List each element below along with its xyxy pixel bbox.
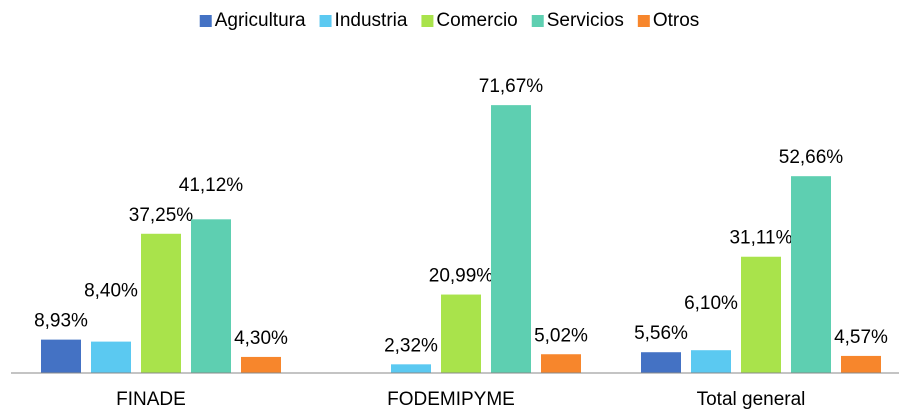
bar [791,176,831,373]
bar [541,354,581,373]
bar [641,352,681,373]
data-label: 8,40% [84,281,138,302]
bar [841,355,881,373]
legend-label: Otros [653,10,699,31]
data-label: 5,56% [634,323,688,344]
bar [91,341,131,373]
legend: Agricultura Industria Comercio Servicios Otr… [199,10,699,31]
legend-label: Industria [335,10,408,31]
data-label: 8,93% [34,311,88,332]
x-tick-label: FODEMIPYME [387,389,515,410]
legend-swatch [531,15,544,27]
legend-label: Agricultura [215,10,306,31]
bar [491,105,531,374]
legend-swatch [319,15,332,27]
legend-label: Servicios [547,10,624,31]
data-label: 37,25% [129,205,194,226]
data-label: 2,32% [384,335,438,356]
bar [241,356,281,373]
data-label: 4,30% [234,328,288,349]
data-label: 4,57% [834,327,888,348]
data-label: 6,10% [684,293,738,314]
data-label: 20,99% [429,266,494,287]
data-label: 71,67% [479,76,544,97]
data-label: 5,02% [534,325,588,346]
legend-label: Comercio [436,10,517,31]
bar [691,350,731,373]
bar [741,256,781,373]
x-tick-label: Total general [697,389,806,410]
legend-swatch [421,15,434,27]
legend-swatch [199,15,212,27]
legend-swatch [637,15,650,27]
bar [41,339,81,373]
data-label: 31,11% [729,228,792,249]
data-label: 41,12% [179,175,244,196]
x-tick-label: FINADE [116,389,186,410]
bar [191,219,231,373]
data-label: 52,66% [779,147,844,168]
bar [391,364,431,373]
bar [141,233,181,373]
bar [441,294,481,373]
